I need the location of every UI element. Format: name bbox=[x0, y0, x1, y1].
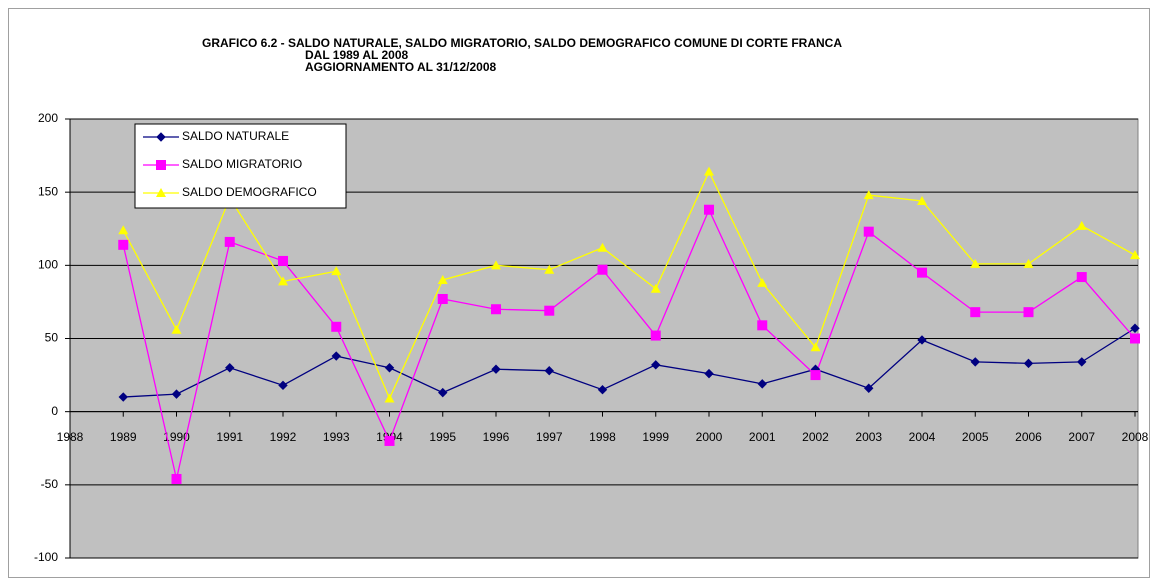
x-tick-label: 2002 bbox=[802, 430, 829, 444]
data-point bbox=[171, 389, 182, 399]
x-tick-label: 1997 bbox=[536, 430, 563, 444]
data-point bbox=[863, 226, 874, 237]
data-point bbox=[1076, 272, 1087, 283]
x-tick-label: 2006 bbox=[1015, 430, 1042, 444]
y-tick-label: -50 bbox=[41, 477, 59, 491]
data-point bbox=[544, 305, 555, 316]
data-point bbox=[757, 320, 768, 331]
data-point bbox=[224, 236, 235, 247]
data-point bbox=[650, 330, 661, 341]
data-point bbox=[917, 195, 927, 205]
series-line bbox=[122, 170, 1136, 401]
data-point bbox=[1076, 220, 1087, 230]
data-point bbox=[225, 363, 235, 373]
data-point bbox=[1023, 358, 1034, 369]
x-tick-label: 2007 bbox=[1068, 430, 1095, 444]
legend-marker bbox=[156, 188, 166, 197]
data-point bbox=[1130, 250, 1140, 260]
data-point bbox=[757, 277, 768, 287]
data-point bbox=[384, 393, 395, 403]
data-point bbox=[970, 357, 980, 367]
legend-box bbox=[134, 123, 347, 209]
legend-marker bbox=[156, 160, 166, 170]
data-point bbox=[171, 324, 182, 334]
x-tick-label: 2000 bbox=[696, 430, 723, 444]
x-tick-label: 1993 bbox=[323, 430, 350, 444]
data-point bbox=[331, 351, 341, 361]
chart-title: AGGIORNAMENTO AL 31/12/2008 bbox=[305, 60, 497, 74]
data-point bbox=[331, 266, 342, 276]
data-point bbox=[917, 335, 927, 345]
data-point bbox=[1130, 323, 1140, 333]
chart-title: DAL 1989 AL 2008 bbox=[305, 48, 408, 62]
data-point bbox=[597, 242, 608, 252]
data-point bbox=[597, 264, 608, 275]
data-point bbox=[491, 364, 501, 374]
data-point bbox=[650, 283, 661, 293]
data-point bbox=[331, 321, 342, 332]
series-line bbox=[123, 327, 1136, 398]
x-tick-label: 1999 bbox=[642, 430, 669, 444]
y-tick-label: 150 bbox=[38, 184, 58, 198]
data-point bbox=[597, 385, 608, 395]
data-point bbox=[544, 365, 554, 376]
x-tick-label: 1989 bbox=[110, 430, 137, 444]
x-tick-label: 1996 bbox=[483, 430, 510, 444]
data-point bbox=[118, 392, 128, 402]
data-point bbox=[1130, 333, 1140, 344]
data-point bbox=[278, 276, 288, 286]
data-point bbox=[917, 267, 927, 278]
y-tick-label: 200 bbox=[38, 111, 58, 125]
legend-marker bbox=[156, 132, 166, 142]
data-point bbox=[118, 225, 129, 235]
data-point bbox=[1023, 258, 1034, 268]
data-point bbox=[1023, 307, 1034, 318]
x-tick-label: 1992 bbox=[270, 430, 297, 444]
data-point bbox=[278, 380, 288, 391]
data-point bbox=[863, 190, 874, 200]
data-point bbox=[438, 387, 448, 398]
data-point bbox=[810, 342, 821, 352]
x-tick-label: 1991 bbox=[216, 430, 243, 444]
data-point bbox=[970, 307, 981, 318]
data-point bbox=[1077, 357, 1087, 367]
x-tick-label: 2001 bbox=[749, 430, 776, 444]
data-point bbox=[544, 264, 555, 274]
x-tick-label: 1995 bbox=[429, 430, 456, 444]
x-tick-label: 2004 bbox=[909, 430, 936, 444]
data-point bbox=[864, 383, 874, 393]
data-point bbox=[651, 360, 661, 370]
x-tick-label: 2003 bbox=[855, 430, 882, 444]
x-tick-label: 1998 bbox=[589, 430, 616, 444]
data-point bbox=[704, 368, 714, 379]
data-point bbox=[704, 204, 714, 215]
legend-label: SALDO MIGRATORIO bbox=[182, 157, 302, 171]
series-line bbox=[122, 208, 1136, 480]
data-point bbox=[491, 304, 501, 315]
data-point bbox=[171, 473, 182, 484]
y-tick-label: -100 bbox=[34, 550, 58, 564]
y-tick-label: 50 bbox=[45, 331, 59, 345]
legend-label: SALDO NATURALE bbox=[182, 129, 289, 143]
legend-label: SALDO DEMOGRAFICO bbox=[182, 185, 317, 199]
x-tick-label: 1988 bbox=[57, 430, 84, 444]
data-point bbox=[278, 255, 288, 266]
y-tick-label: 100 bbox=[38, 258, 58, 272]
x-tick-label: 2008 bbox=[1122, 430, 1149, 444]
data-point bbox=[810, 370, 821, 381]
chart-title: GRAFICO 6.2 - SALDO NATURALE, SALDO MIGR… bbox=[202, 36, 842, 50]
x-tick-label: 2005 bbox=[962, 430, 989, 444]
data-point bbox=[704, 166, 714, 176]
data-point bbox=[437, 274, 448, 284]
y-tick-label: 0 bbox=[51, 404, 58, 418]
data-point bbox=[118, 239, 129, 250]
data-point bbox=[970, 258, 981, 268]
data-point bbox=[437, 293, 448, 304]
data-point bbox=[384, 435, 395, 446]
data-point bbox=[384, 363, 395, 373]
x-tick-label: 1990 bbox=[163, 430, 190, 444]
data-point bbox=[491, 260, 501, 270]
data-point bbox=[757, 379, 767, 389]
